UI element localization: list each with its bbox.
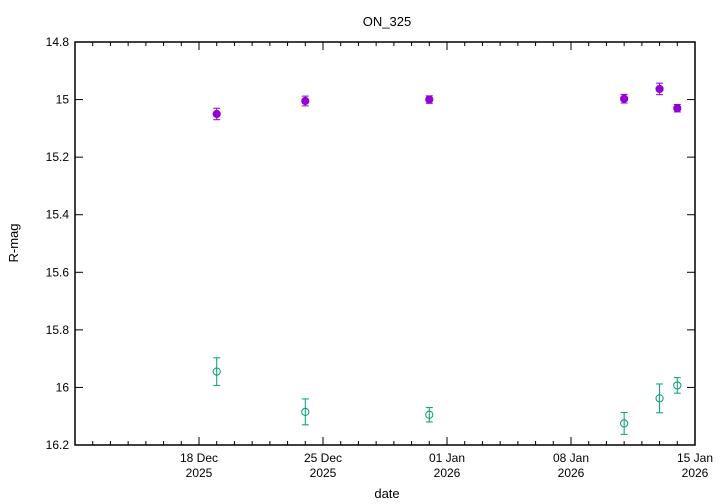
data-point [620,419,629,428]
y-tick-label: 15.8 [46,323,70,337]
x-tick-label: 18 Dec [180,451,218,465]
y-axis-label: R-mag [6,223,21,262]
data-point [301,407,310,416]
data-point [673,381,682,390]
data-point [655,84,664,94]
x-tick-label-year: 2026 [558,466,585,480]
plot-frame [74,41,696,446]
y-tick-label: 16.2 [46,438,70,452]
data-point [673,104,682,113]
data-point [620,94,629,103]
x-tick-label: 25 Dec [304,451,342,465]
y-tick-label: 15.2 [46,150,70,164]
x-tick-label-year: 2026 [682,466,709,480]
x-tick-label-year: 2025 [310,466,337,480]
chart-title: ON_325 [363,14,411,29]
x-tick-label-year: 2025 [186,466,213,480]
x-tick-label: 01 Jan [429,451,465,465]
x-tick-label-year: 2026 [434,466,461,480]
y-tick-label: 15.4 [46,208,70,222]
x-tick-label: 15 Jan [677,451,713,465]
y-tick-label: 16 [56,380,70,394]
data-marks [212,82,682,435]
x-tick-label: 08 Jan [553,451,589,465]
data-point [655,394,664,403]
y-tick-label: 15 [56,93,70,107]
data-point [301,96,310,106]
y-tick-label: 15.6 [46,265,70,279]
x-axis-label: date [374,486,399,501]
data-point [425,95,434,104]
data-point [425,410,434,419]
data-point [212,109,221,119]
data-point [212,367,221,376]
y-tick-label: 14.8 [46,35,70,49]
